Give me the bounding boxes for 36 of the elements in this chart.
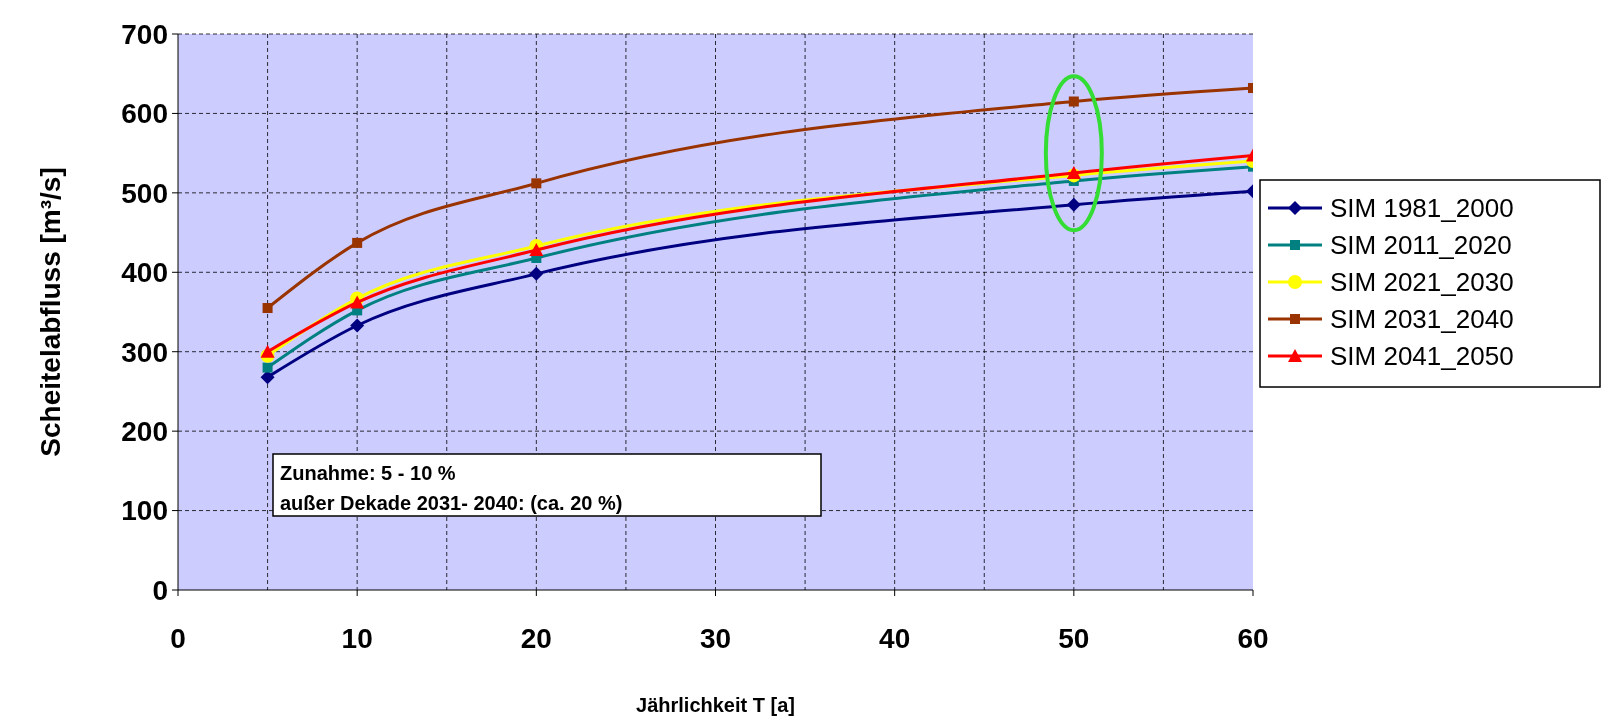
point — [1066, 197, 1081, 212]
legend-label: SIM 2021_2030 — [1330, 267, 1514, 298]
point — [1066, 166, 1081, 179]
y-axis-title: Scheitelabfluss [m³/s] — [35, 167, 66, 457]
y-tick-label: 600 — [121, 98, 168, 130]
y-tick-label: 200 — [121, 415, 168, 447]
point — [1068, 96, 1079, 107]
point — [260, 344, 275, 358]
x-tick-label: 30 — [699, 623, 732, 654]
legend-label: SIM 2041_2050 — [1330, 341, 1514, 372]
y-tick-label: 100 — [121, 495, 168, 527]
x-tick-label: 10 — [341, 623, 373, 654]
y-tick-label: 400 — [121, 257, 168, 289]
point — [352, 237, 363, 248]
x-axis-title: Jährlichkeit T [a] — [636, 694, 795, 716]
legend-label: SIM 1981_2000 — [1330, 193, 1514, 224]
x-tick-label: 40 — [879, 623, 911, 654]
annotation: außer Dekade 2031- 2040: (ca. 20 %) — [280, 492, 623, 514]
point — [262, 303, 273, 314]
y-tick-label: 700 — [121, 18, 168, 50]
point — [350, 318, 365, 333]
point — [531, 178, 542, 189]
x-tick-label: 60 — [1237, 623, 1269, 654]
y-tick-label: 300 — [121, 336, 168, 368]
point — [529, 243, 544, 257]
x-tick-label: 50 — [1058, 623, 1090, 654]
legend-label: SIM 2011_2020 — [1330, 230, 1512, 261]
y-tick-label: 500 — [121, 177, 168, 209]
annotation: Zunahme: 5 - 10 % — [280, 462, 456, 484]
point — [262, 362, 273, 373]
y-tick-label: 0 — [152, 574, 168, 606]
legend-label: SIM 2031_2040 — [1330, 304, 1514, 335]
x-tick-label: 20 — [520, 623, 552, 654]
point — [350, 295, 365, 309]
point — [529, 266, 544, 281]
point — [260, 370, 275, 385]
